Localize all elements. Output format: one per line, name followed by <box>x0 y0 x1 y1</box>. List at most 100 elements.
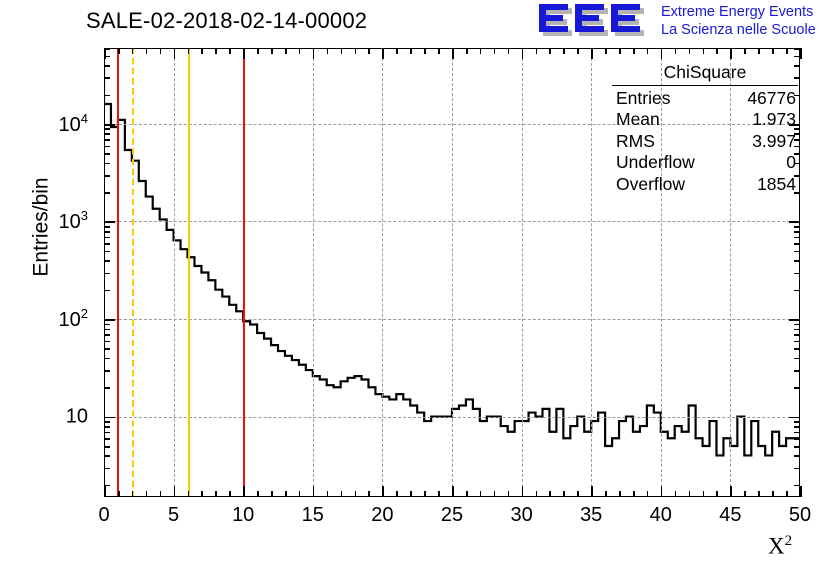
stats-value: 1854 <box>757 173 796 194</box>
y-tick-exponent: 3 <box>80 208 88 224</box>
ytick-left-6 <box>104 438 110 440</box>
xtick-bottom-28 <box>493 491 496 497</box>
y-tick-exponent: 4 <box>80 111 88 127</box>
ytick-left-3000 <box>104 174 110 177</box>
xtick-top-50 <box>800 48 802 59</box>
gridline-v-15 <box>312 48 314 497</box>
ytick-right-5 <box>794 445 800 448</box>
xtick-bottom-6 <box>187 491 190 497</box>
ytick-left-3 <box>104 467 110 470</box>
xtick-top-33 <box>563 48 565 54</box>
xtick-bottom-44 <box>716 491 719 497</box>
xtick-bottom-1 <box>117 491 120 497</box>
y-tick-base: 10 <box>65 405 88 428</box>
ytick-left-2 <box>104 484 110 487</box>
xtick-top-49 <box>786 48 788 54</box>
x-tick-label-50: 50 <box>788 504 812 526</box>
ytick-right-8000 <box>794 133 800 135</box>
stats-value: 46776 <box>747 87 796 108</box>
x-tick-label-5: 5 <box>168 504 180 526</box>
ytick-left-5 <box>104 445 110 448</box>
xtick-top-0 <box>104 48 106 59</box>
ytick-left-300 <box>104 272 110 275</box>
xtick-bottom-47 <box>758 491 760 497</box>
stats-row: RMS 3.997 <box>612 131 798 153</box>
xtick-top-18 <box>354 48 357 54</box>
x-tick-label-40: 40 <box>649 504 672 526</box>
xtick-top-39 <box>646 48 649 54</box>
ytick-right-700 <box>794 236 800 239</box>
xtick-bottom-5 <box>173 486 176 497</box>
xtick-bottom-35 <box>591 486 593 497</box>
high-cut-red <box>243 48 246 497</box>
ytick-right-50 <box>794 348 800 350</box>
xtick-top-9 <box>229 48 231 54</box>
x-tick-label-0: 0 <box>98 504 110 526</box>
xtick-bottom-30 <box>521 486 524 497</box>
xtick-bottom-43 <box>702 491 705 497</box>
xtick-bottom-50 <box>800 486 802 497</box>
xtick-top-29 <box>507 48 510 54</box>
ytick-right-200 <box>794 289 800 292</box>
xtick-top-21 <box>396 48 398 54</box>
xtick-bottom-39 <box>646 491 649 497</box>
ytick-right-7000 <box>794 139 800 141</box>
xtick-bottom-8 <box>215 491 217 497</box>
ytick-left-1000 <box>104 221 115 224</box>
xtick-top-13 <box>284 48 287 54</box>
xtick-top-12 <box>271 48 273 54</box>
ytick-left-70 <box>104 334 110 336</box>
ytick-left-7000 <box>104 139 110 141</box>
stats-rows: Entries 46776 Mean 1.973 RMS 3.997 Underflow 0 O… <box>612 88 798 196</box>
ytick-right-7 <box>794 431 800 434</box>
xtick-top-31 <box>535 48 538 54</box>
xtick-top-14 <box>298 48 301 54</box>
ytick-left-9000 <box>104 128 110 130</box>
xtick-top-17 <box>340 48 343 54</box>
xtick-top-19 <box>368 48 371 54</box>
xtick-bottom-22 <box>410 491 412 497</box>
ytick-left-20 <box>104 387 110 389</box>
xtick-top-25 <box>452 48 454 59</box>
ytick-left-8 <box>104 426 110 428</box>
xtick-top-41 <box>674 48 677 54</box>
xtick-top-44 <box>716 48 719 54</box>
y-tick-base: 10 <box>58 211 81 234</box>
ytick-right-8 <box>794 426 800 428</box>
xtick-bottom-23 <box>424 491 426 497</box>
xtick-bottom-4 <box>159 491 162 497</box>
xtick-bottom-12 <box>271 491 273 497</box>
ytick-left-90 <box>104 323 110 326</box>
stats-label: Underflow <box>616 152 695 172</box>
plot-area <box>104 48 800 497</box>
ytick-left-4000 <box>104 162 110 165</box>
xtick-bottom-17 <box>340 491 343 497</box>
xtick-top-48 <box>772 48 774 54</box>
ytick-right-4000 <box>794 162 800 165</box>
xtick-top-30 <box>521 48 524 59</box>
xtick-top-22 <box>410 48 412 54</box>
xtick-top-20 <box>382 48 384 59</box>
gridline-v-25 <box>452 48 453 497</box>
ytick-left-20000 <box>104 94 110 97</box>
ytick-left-10000 <box>104 123 115 126</box>
ytick-right-4 <box>794 455 800 458</box>
ytick-right-20 <box>794 387 800 389</box>
ytick-left-10 <box>104 416 115 419</box>
y-axis-title: Entries/bin <box>29 177 53 277</box>
xtick-bottom-32 <box>549 491 552 497</box>
xtick-bottom-18 <box>354 491 357 497</box>
xtick-bottom-7 <box>201 491 204 497</box>
x-tick-label-35: 35 <box>580 504 603 526</box>
xtick-top-37 <box>619 48 621 54</box>
gridline-v-45 <box>730 48 732 497</box>
ytick-left-60 <box>104 340 110 343</box>
ytick-right-40 <box>794 357 800 360</box>
ytick-right-3 <box>794 467 800 470</box>
ytick-right-9000 <box>794 128 800 130</box>
mid-cut-yellow <box>187 48 190 497</box>
eee-logo: Extreme Energy Events La Scienza nelle S… <box>539 2 834 42</box>
ytick-right-800 <box>794 230 800 233</box>
y-tick-label-1000: 103 <box>0 209 88 235</box>
